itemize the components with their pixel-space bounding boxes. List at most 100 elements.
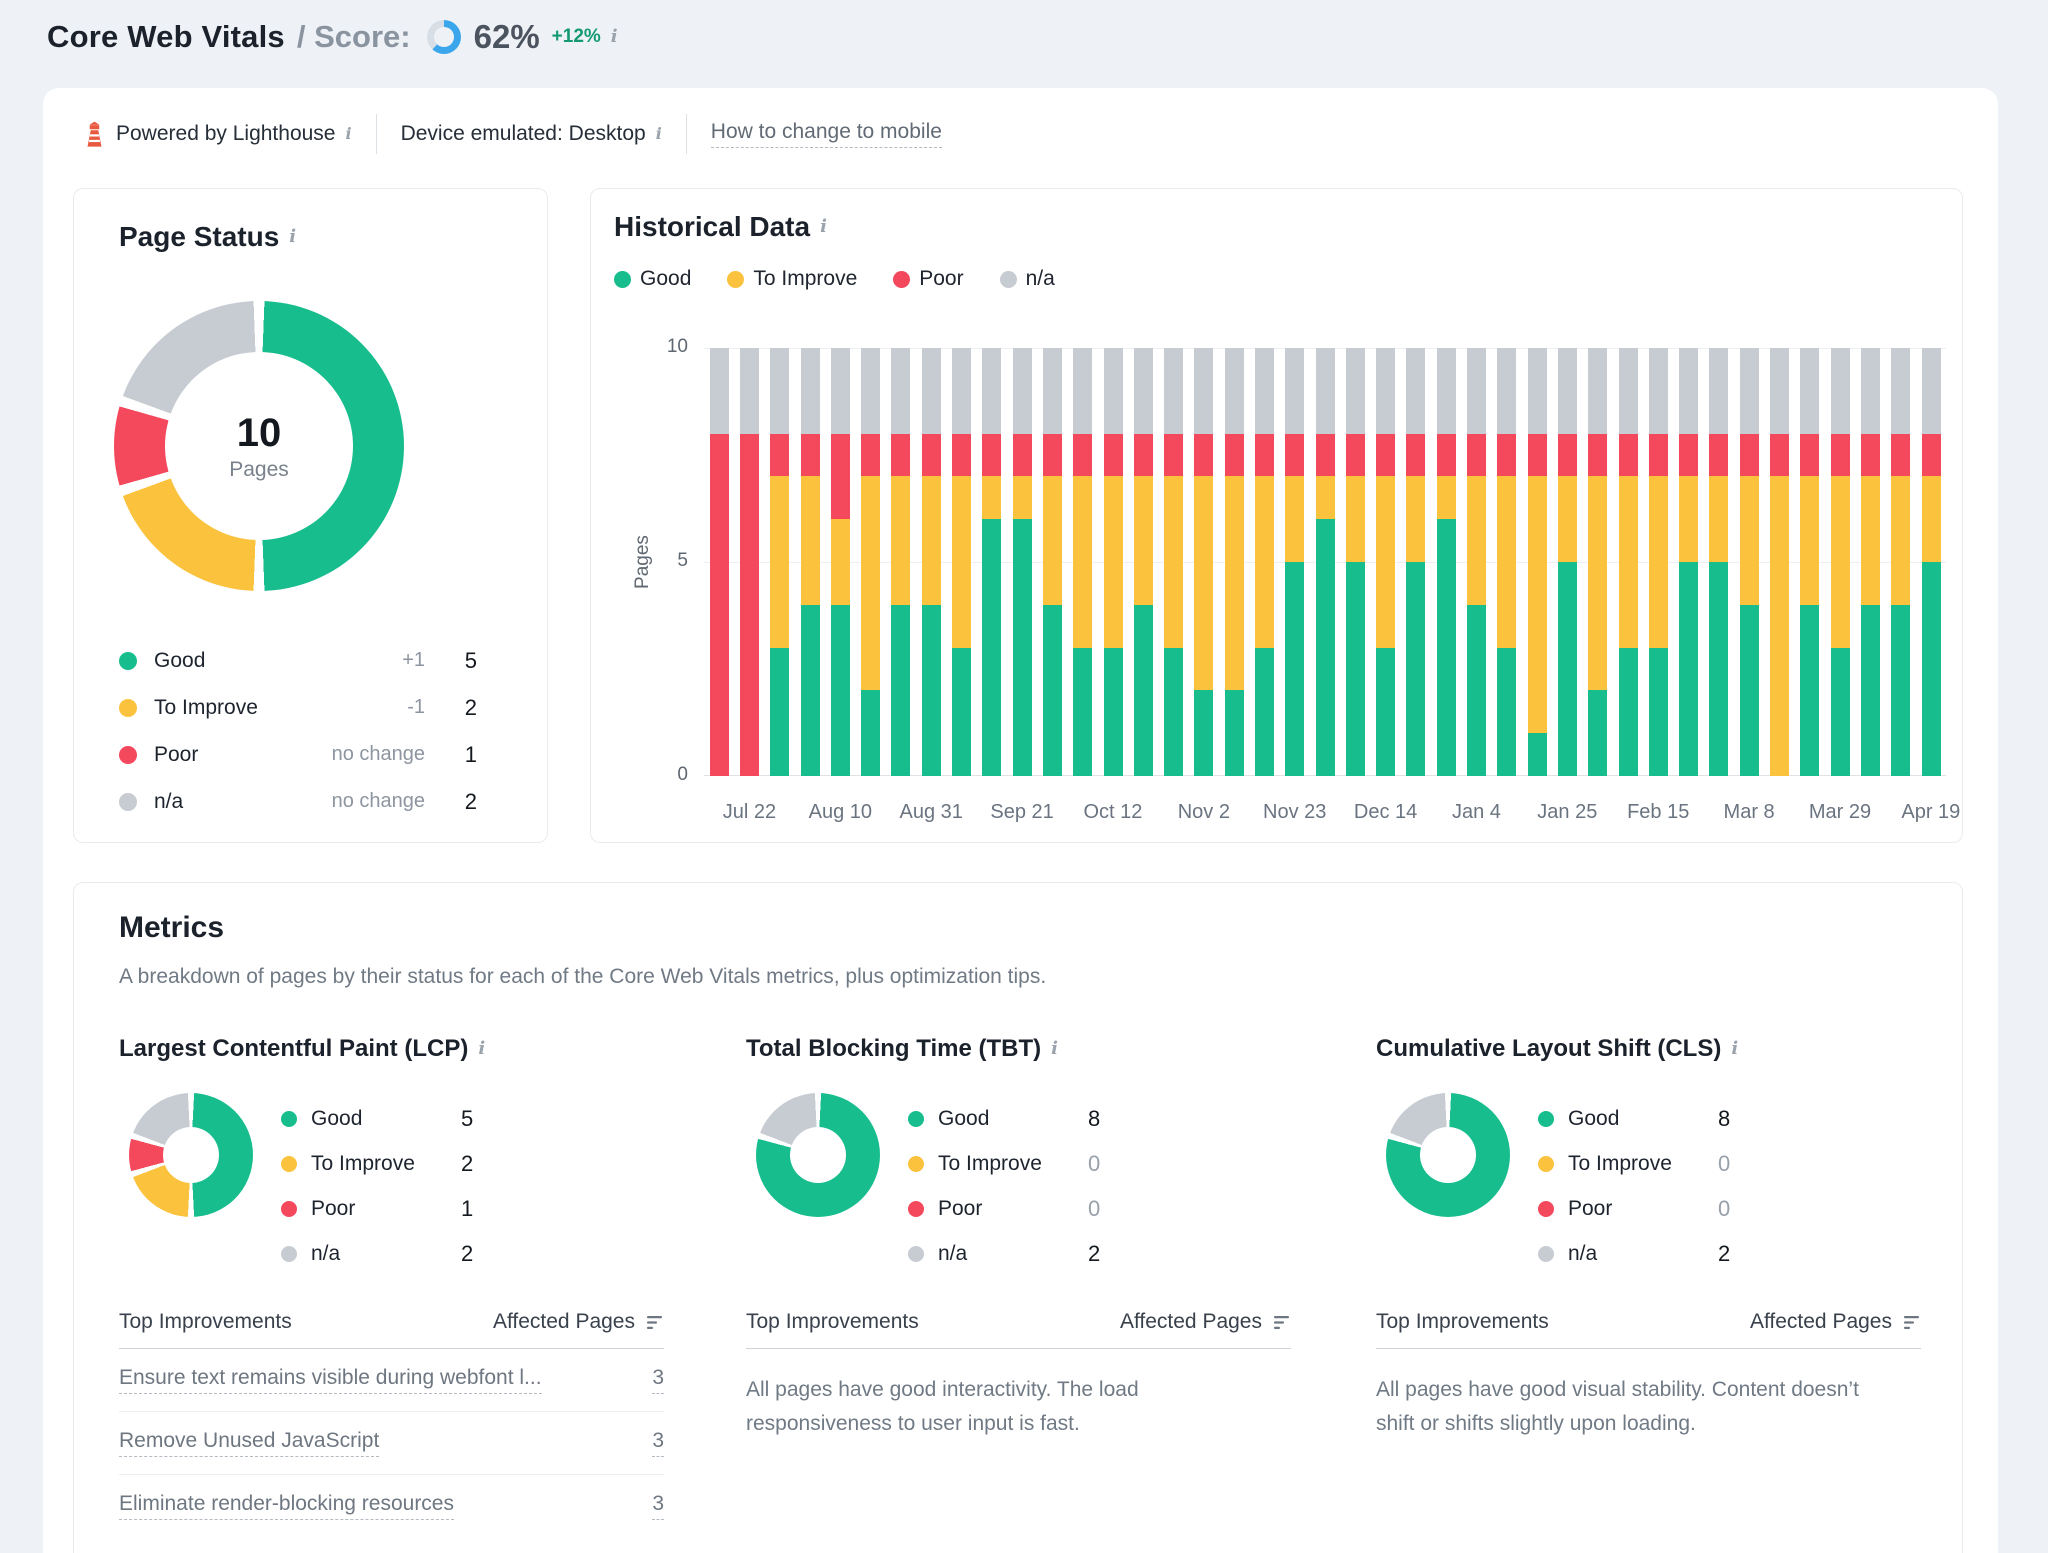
- legend-color-dot: [1538, 1246, 1554, 1262]
- bar-segment-na: [952, 348, 971, 434]
- legend-label: n/a: [1026, 267, 1055, 291]
- sort-icon[interactable]: [645, 1315, 664, 1330]
- score-delta: +12%: [552, 26, 601, 48]
- bar-segment-poor: [1891, 434, 1910, 477]
- sort-icon[interactable]: [1902, 1315, 1921, 1330]
- metric-title: Total Blocking Time (TBT): [746, 1035, 1041, 1063]
- legend-row: Good 8: [908, 1096, 1306, 1141]
- stacked-bar: [1704, 348, 1734, 776]
- bar-segment-good: [922, 605, 941, 776]
- affected-pages-count[interactable]: 3: [652, 1429, 664, 1457]
- divider: [1376, 1348, 1921, 1349]
- x-axis-labels: Jul 22Aug 10Aug 31Sep 21Oct 12Nov 2Nov 2…: [704, 801, 1946, 831]
- bar-segment-poor: [861, 434, 880, 477]
- series-legend-item[interactable]: Good: [614, 267, 691, 291]
- legend-delta: +1: [402, 649, 425, 672]
- metric-donut-chart: [756, 1093, 880, 1217]
- info-icon[interactable]: [656, 126, 662, 142]
- legend-label: n/a: [154, 790, 183, 814]
- sort-icon[interactable]: [1272, 1315, 1291, 1330]
- info-icon[interactable]: [346, 126, 352, 142]
- stacked-bar: [1552, 348, 1582, 776]
- info-icon[interactable]: [820, 218, 827, 236]
- bar-segment-poor: [1528, 434, 1547, 477]
- bar-segment-poor: [1467, 434, 1486, 477]
- bar-segment-na: [1528, 348, 1547, 434]
- stacked-bar: [1098, 348, 1128, 776]
- improvement-link[interactable]: Remove Unused JavaScript: [119, 1429, 379, 1457]
- bar-segment-to_improve: [1104, 476, 1123, 647]
- x-axis-tick-label: Dec 14: [1354, 801, 1417, 824]
- affected-pages-count[interactable]: 3: [652, 1366, 664, 1394]
- legend-value: 0: [1088, 1151, 1100, 1177]
- bar-segment-poor: [740, 434, 759, 776]
- stacked-bar: [1522, 348, 1552, 776]
- bar-segment-good: [1891, 605, 1910, 776]
- x-axis-tick-label: Mar 29: [1809, 801, 1871, 824]
- legend-color-dot: [908, 1111, 924, 1127]
- series-legend-item[interactable]: Poor: [893, 267, 963, 291]
- improvement-row: Eliminate render-blocking resources 3: [119, 1475, 664, 1537]
- bar-segment-na: [1134, 348, 1153, 434]
- legend-color-dot: [908, 1156, 924, 1172]
- series-legend-item[interactable]: n/a: [1000, 267, 1055, 291]
- bar-segment-to_improve: [1194, 476, 1213, 690]
- bar-segment-good: [1649, 648, 1668, 776]
- bar-segment-to_improve: [861, 476, 880, 690]
- metric-legend: Good 8 To Improve 0 Poor 0 n/a 2: [908, 1093, 1306, 1276]
- powered-by-label: Powered by Lighthouse: [116, 122, 336, 146]
- bar-segment-poor: [1831, 434, 1850, 477]
- core-web-vitals-page: Core Web Vitals / Score: 62% +12% Powere…: [0, 0, 2048, 1553]
- bar-segment-poor: [982, 434, 1001, 477]
- stacked-bar: [795, 348, 825, 776]
- bar-segment-na: [1104, 348, 1123, 434]
- bar-segment-to_improve: [1709, 476, 1728, 562]
- bar-segment-na: [1406, 348, 1425, 434]
- info-icon[interactable]: [1731, 1040, 1738, 1058]
- legend-color-dot: [908, 1201, 924, 1217]
- bar-segment-to_improve: [1376, 476, 1395, 647]
- info-icon[interactable]: [289, 228, 296, 246]
- improvements-table-header: Top Improvements Affected Pages: [746, 1310, 1291, 1334]
- bars-container: [704, 348, 1946, 776]
- info-icon[interactable]: [1051, 1040, 1058, 1058]
- bar-segment-na: [1740, 348, 1759, 434]
- improvement-link[interactable]: Eliminate render-blocking resources: [119, 1492, 454, 1520]
- x-axis-tick-label: Feb 15: [1627, 801, 1689, 824]
- stacked-bar: [1007, 348, 1037, 776]
- bar-segment-to_improve: [801, 476, 820, 604]
- bar-segment-na: [831, 348, 850, 434]
- stacked-bar-chart: Pages 1050: [704, 348, 1946, 776]
- page-title: Core Web Vitals: [47, 19, 285, 55]
- bar-segment-to_improve: [831, 519, 850, 605]
- x-axis-tick-label: Aug 10: [809, 801, 872, 824]
- stacked-bar: [1128, 348, 1158, 776]
- stacked-bar: [765, 348, 795, 776]
- bar-segment-to_improve: [1043, 476, 1062, 604]
- bar-segment-poor: [1588, 434, 1607, 477]
- affected-pages-count[interactable]: 3: [652, 1492, 664, 1520]
- bar-segment-good: [831, 605, 850, 776]
- info-icon[interactable]: [478, 1040, 485, 1058]
- legend-label: n/a: [938, 1242, 1088, 1266]
- bar-segment-na: [740, 348, 759, 434]
- x-axis-tick-label: Jan 25: [1537, 801, 1597, 824]
- divider: [376, 114, 377, 154]
- bar-segment-to_improve: [1285, 476, 1304, 562]
- x-axis-tick-label: Jul 22: [723, 801, 776, 824]
- series-legend-item[interactable]: To Improve: [727, 267, 857, 291]
- bar-segment-na: [1164, 348, 1183, 434]
- bar-segment-na: [1255, 348, 1274, 434]
- legend-color-dot: [119, 746, 137, 764]
- bar-segment-poor: [1406, 434, 1425, 477]
- metric-donut-chart: [129, 1093, 253, 1217]
- bar-segment-to_improve: [1225, 476, 1244, 690]
- affected-pages-header: Affected Pages: [493, 1310, 635, 1334]
- page-status-donut-chart: 10 Pages: [114, 301, 404, 591]
- change-to-mobile-link[interactable]: How to change to mobile: [711, 120, 942, 148]
- bar-segment-poor: [1800, 434, 1819, 477]
- bar-segment-poor: [1922, 434, 1941, 477]
- info-icon[interactable]: [611, 28, 618, 46]
- improvement-link[interactable]: Ensure text remains visible during webfo…: [119, 1366, 542, 1394]
- bar-segment-good: [1073, 648, 1092, 776]
